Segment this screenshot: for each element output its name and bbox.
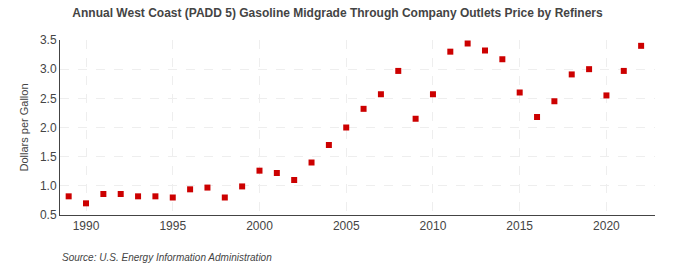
svg-text:0.5: 0.5: [40, 208, 57, 222]
svg-text:1990: 1990: [73, 219, 100, 233]
svg-text:3.5: 3.5: [40, 33, 57, 47]
svg-text:1.5: 1.5: [40, 150, 57, 164]
svg-text:Dollars per Gallon: Dollars per Gallon: [18, 83, 30, 171]
svg-text:2020: 2020: [593, 219, 620, 233]
svg-text:Annual West Coast (PADD 5) Gas: Annual West Coast (PADD 5) Gasoline Midg…: [72, 6, 603, 20]
svg-text:1995: 1995: [159, 219, 186, 233]
svg-text:2.0: 2.0: [40, 121, 57, 135]
svg-text:1.0: 1.0: [40, 179, 57, 193]
svg-text:2.5: 2.5: [40, 92, 57, 106]
svg-text:3.0: 3.0: [40, 62, 57, 76]
svg-text:2015: 2015: [506, 219, 533, 233]
svg-text:2005: 2005: [333, 219, 360, 233]
svg-text:2000: 2000: [246, 219, 273, 233]
svg-text:2010: 2010: [420, 219, 447, 233]
svg-text:Source: U.S. Energy Informatio: Source: U.S. Energy Information Administ…: [62, 252, 272, 263]
